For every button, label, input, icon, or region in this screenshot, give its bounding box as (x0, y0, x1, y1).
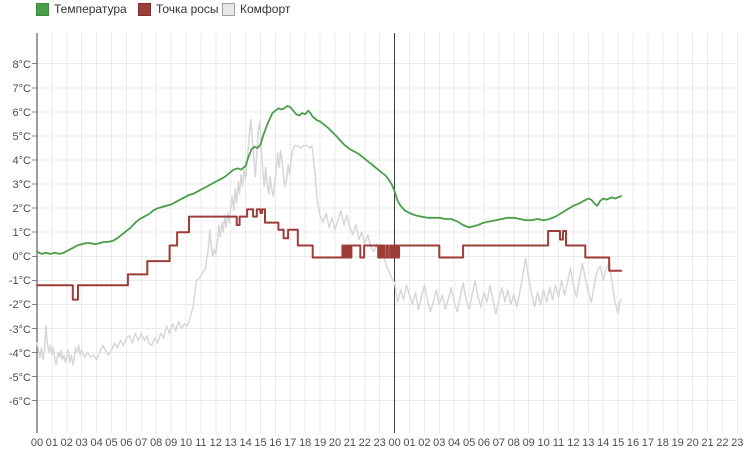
x-axis-label: 22 (716, 437, 728, 449)
x-axis-label: 11 (195, 437, 206, 449)
y-axis-label: -6°C (9, 396, 31, 408)
y-axis-label: 1°C (13, 227, 32, 239)
dew-point-line (36, 208, 623, 301)
x-axis-label: 15 (254, 437, 266, 449)
legend-label-temperature: Температура (54, 2, 127, 16)
y-axis-label: -4°C (9, 348, 31, 360)
x-axis-label: 06 (120, 437, 132, 449)
temperature-line (36, 105, 622, 255)
y-axis-label: 0°C (13, 251, 32, 263)
x-axis-label: 16 (269, 437, 281, 449)
x-axis-label: 21 (701, 437, 713, 449)
y-axis-label: 3°C (13, 179, 32, 191)
x-axis-label: 13 (582, 437, 594, 449)
y-axis-label: 6°C (13, 107, 32, 119)
x-axis-label: 20 (686, 437, 698, 449)
y-axis-label: 5°C (13, 131, 32, 143)
y-axis-label: 7°C (13, 83, 32, 95)
y-axis-label: 8°C (13, 59, 32, 71)
x-axis-label: 01 (46, 437, 58, 449)
legend-item-dew-point[interactable]: Точка росы (138, 3, 219, 16)
x-axis-label: 07 (135, 437, 147, 449)
x-axis-label: 12 (210, 437, 222, 449)
x-axis-label: 04 (90, 437, 102, 449)
legend-label-dew-point: Точка росы (156, 2, 219, 16)
y-axis-label: -2°C (9, 299, 31, 311)
y-axis-label: 4°C (13, 155, 32, 167)
x-axis-label: 22 (359, 437, 371, 449)
x-axis-label: 03 (433, 437, 445, 449)
x-axis-label: 04 (448, 437, 460, 449)
x-axis-label: 15 (612, 437, 624, 449)
comfort-swatch-icon (222, 3, 235, 16)
x-axis-label: 09 (523, 437, 535, 449)
x-axis-label: 14 (597, 437, 609, 449)
x-axis-label: 09 (165, 437, 177, 449)
x-axis-label: 07 (493, 437, 505, 449)
y-axis-label: -1°C (9, 275, 31, 287)
x-axis-label: 12 (567, 437, 579, 449)
y-axis-label: -5°C (9, 372, 31, 384)
x-axis-label: 05 (105, 437, 117, 449)
x-axis-label: 17 (284, 437, 296, 449)
x-axis-label: 00 (388, 437, 400, 449)
x-axis-label: 19 (672, 437, 684, 449)
x-axis-label: 23 (731, 437, 743, 449)
x-axis-label: 13 (225, 437, 237, 449)
x-axis-label: 23 (374, 437, 386, 449)
dew-point-swatch-icon (138, 3, 151, 16)
x-axis-label: 08 (150, 437, 162, 449)
x-axis-label: 02 (61, 437, 73, 449)
legend-label-comfort: Комфорт (240, 2, 291, 16)
x-axis-label: 18 (299, 437, 311, 449)
x-axis-label: 00 (31, 437, 43, 449)
temperature-swatch-icon (36, 3, 49, 16)
legend-item-comfort[interactable]: Комфорт (222, 3, 290, 16)
x-axis-label: 06 (478, 437, 490, 449)
x-axis-label: 11 (553, 437, 564, 449)
x-axis-label: 01 (403, 437, 415, 449)
comfort-line (36, 118, 622, 366)
chart-legend: Температура Точка росы Комфорт (0, 0, 755, 20)
y-axis-label: -3°C (9, 324, 31, 336)
x-axis-label: 16 (627, 437, 639, 449)
x-axis-label: 03 (76, 437, 88, 449)
x-axis-label: 02 (418, 437, 430, 449)
x-axis-label: 18 (657, 437, 669, 449)
y-axis-label: 2°C (13, 203, 32, 215)
x-axis-label: 19 (314, 437, 326, 449)
x-axis-label: 14 (239, 437, 251, 449)
legend-item-temperature[interactable]: Температура (36, 3, 127, 16)
x-axis-label: 05 (463, 437, 475, 449)
x-axis-label: 20 (329, 437, 341, 449)
x-axis-label: 10 (180, 437, 192, 449)
x-axis-label: 08 (508, 437, 520, 449)
x-axis-label: 10 (537, 437, 549, 449)
x-axis-label: 21 (344, 437, 356, 449)
x-axis-label: 17 (642, 437, 654, 449)
